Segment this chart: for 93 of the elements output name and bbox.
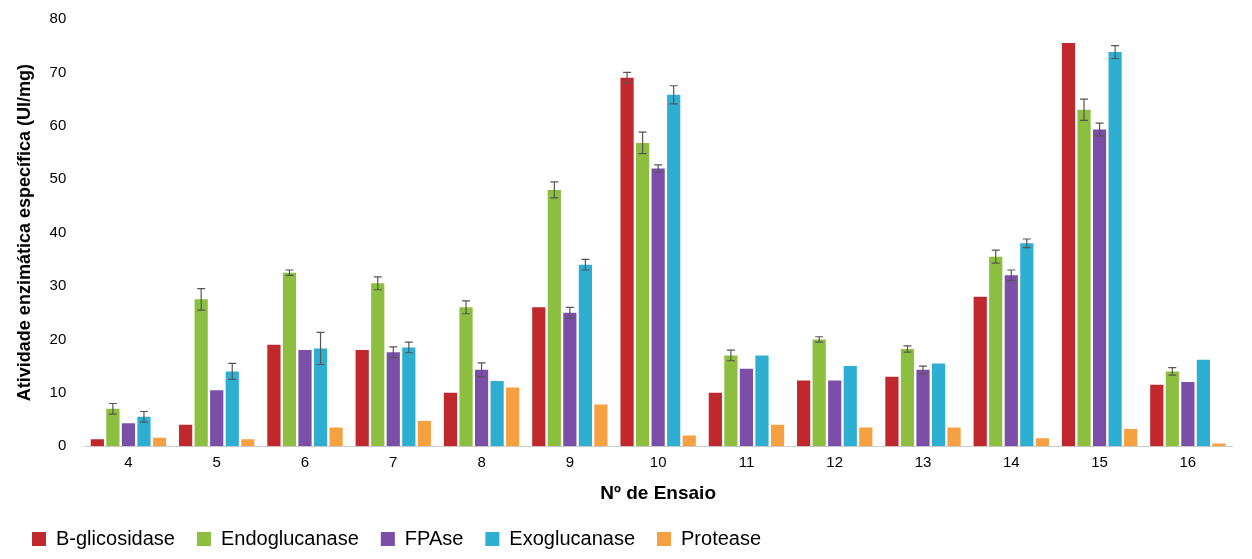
x-tick-label: 5 xyxy=(212,453,221,471)
bar xyxy=(563,312,577,447)
bar xyxy=(1108,52,1122,447)
bar xyxy=(355,350,369,447)
bar xyxy=(298,350,312,447)
bar xyxy=(90,439,104,447)
bar xyxy=(885,376,899,447)
bar xyxy=(371,283,385,447)
bar xyxy=(636,142,650,447)
legend-label: Protease xyxy=(681,526,762,549)
x-tick-label: 4 xyxy=(124,453,133,471)
x-tick-label: 12 xyxy=(826,453,844,471)
bar xyxy=(812,339,826,447)
y-tick-label: 70 xyxy=(49,62,67,80)
y-tick-label: 0 xyxy=(57,436,67,454)
bar xyxy=(137,416,151,447)
bar xyxy=(859,427,873,447)
x-tick-label: 10 xyxy=(649,453,667,471)
bar xyxy=(755,355,769,447)
bar xyxy=(329,427,343,447)
x-tick-label: 6 xyxy=(300,453,310,471)
bar xyxy=(682,435,696,447)
bar xyxy=(443,392,458,447)
bar xyxy=(947,427,961,447)
bar xyxy=(152,437,167,447)
x-tick-label: 7 xyxy=(389,453,398,471)
bar xyxy=(225,371,239,447)
bar xyxy=(1196,359,1210,447)
bar xyxy=(620,77,634,447)
x-tick-label: 8 xyxy=(477,453,486,471)
bar xyxy=(708,392,722,447)
bar xyxy=(594,404,608,447)
bar xyxy=(828,380,842,447)
bar xyxy=(770,424,785,447)
bar xyxy=(1181,382,1195,447)
bar xyxy=(1061,43,1076,447)
y-tick-label: 50 xyxy=(49,169,67,187)
bar xyxy=(843,366,857,447)
bar xyxy=(506,387,520,447)
bar xyxy=(1165,371,1179,447)
bar xyxy=(313,348,328,447)
x-tick-label: 14 xyxy=(1002,453,1020,471)
bar xyxy=(989,256,1003,447)
bar xyxy=(1077,109,1091,447)
x-tick-label: 16 xyxy=(1179,453,1197,471)
bar xyxy=(916,369,930,447)
bar xyxy=(121,423,136,447)
bar xyxy=(386,352,400,447)
bar xyxy=(459,307,473,447)
y-tick-label: 10 xyxy=(49,382,67,400)
bar xyxy=(210,390,224,447)
bar xyxy=(474,369,489,447)
bar xyxy=(402,347,416,447)
bar xyxy=(547,189,561,447)
x-tick-label: 15 xyxy=(1091,453,1108,471)
legend-label: Endoglucanase xyxy=(220,526,359,549)
bar xyxy=(1124,429,1138,447)
bar xyxy=(417,421,431,447)
bar xyxy=(1092,129,1107,447)
x-tick-label: 11 xyxy=(738,453,755,471)
bar xyxy=(739,368,754,447)
y-tick-label: 80 xyxy=(49,9,67,27)
bar xyxy=(797,380,811,447)
bar xyxy=(1035,438,1049,447)
x-axis-title: Nº de Ensaio xyxy=(600,481,716,503)
bar xyxy=(1004,275,1018,447)
y-tick-label: 40 xyxy=(49,222,67,240)
legend-label: Exoglucanase xyxy=(509,526,636,549)
bar xyxy=(651,168,665,447)
y-tick-label: 20 xyxy=(49,329,67,347)
bar xyxy=(724,355,738,447)
y-tick-label: 60 xyxy=(49,115,67,133)
y-axis-title: Atividade enzimática específica (UI/mg) xyxy=(13,64,34,402)
bar xyxy=(179,424,193,447)
legend-label: FPAse xyxy=(404,526,464,549)
x-tick-label: 13 xyxy=(914,453,932,471)
bar xyxy=(1150,384,1164,447)
bar xyxy=(282,272,297,447)
bar xyxy=(973,296,987,447)
bar xyxy=(490,381,504,447)
bar xyxy=(532,307,546,447)
bar xyxy=(106,408,120,447)
bar xyxy=(667,94,681,447)
x-tick-label: 9 xyxy=(565,453,575,471)
bar xyxy=(267,344,281,447)
y-tick-label: 30 xyxy=(49,276,67,294)
bar xyxy=(241,439,255,447)
bar xyxy=(931,363,946,447)
legend-label: B-glicosidase xyxy=(56,526,175,549)
bar xyxy=(900,349,915,447)
bar xyxy=(194,299,208,447)
bar xyxy=(578,264,592,447)
bar xyxy=(1020,243,1034,447)
